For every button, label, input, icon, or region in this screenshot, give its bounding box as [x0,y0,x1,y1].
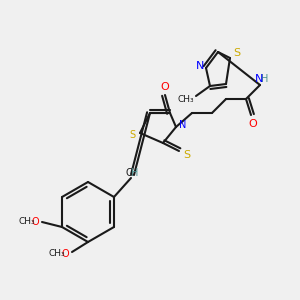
Text: H: H [261,74,269,84]
Text: CH₃: CH₃ [19,218,35,226]
Text: CH₃: CH₃ [49,250,65,259]
Text: O: O [160,82,169,92]
Text: O: O [249,119,257,129]
Text: H: H [131,168,139,178]
Text: S: S [129,130,135,140]
Text: O: O [61,249,69,259]
Text: CH₃: CH₃ [178,95,194,104]
Text: N: N [255,74,263,84]
Text: S: S [233,48,241,58]
Text: O: O [31,217,39,227]
Text: N: N [196,61,204,71]
Text: N: N [179,120,187,130]
Text: S: S [183,150,190,160]
Text: C: C [126,168,132,178]
